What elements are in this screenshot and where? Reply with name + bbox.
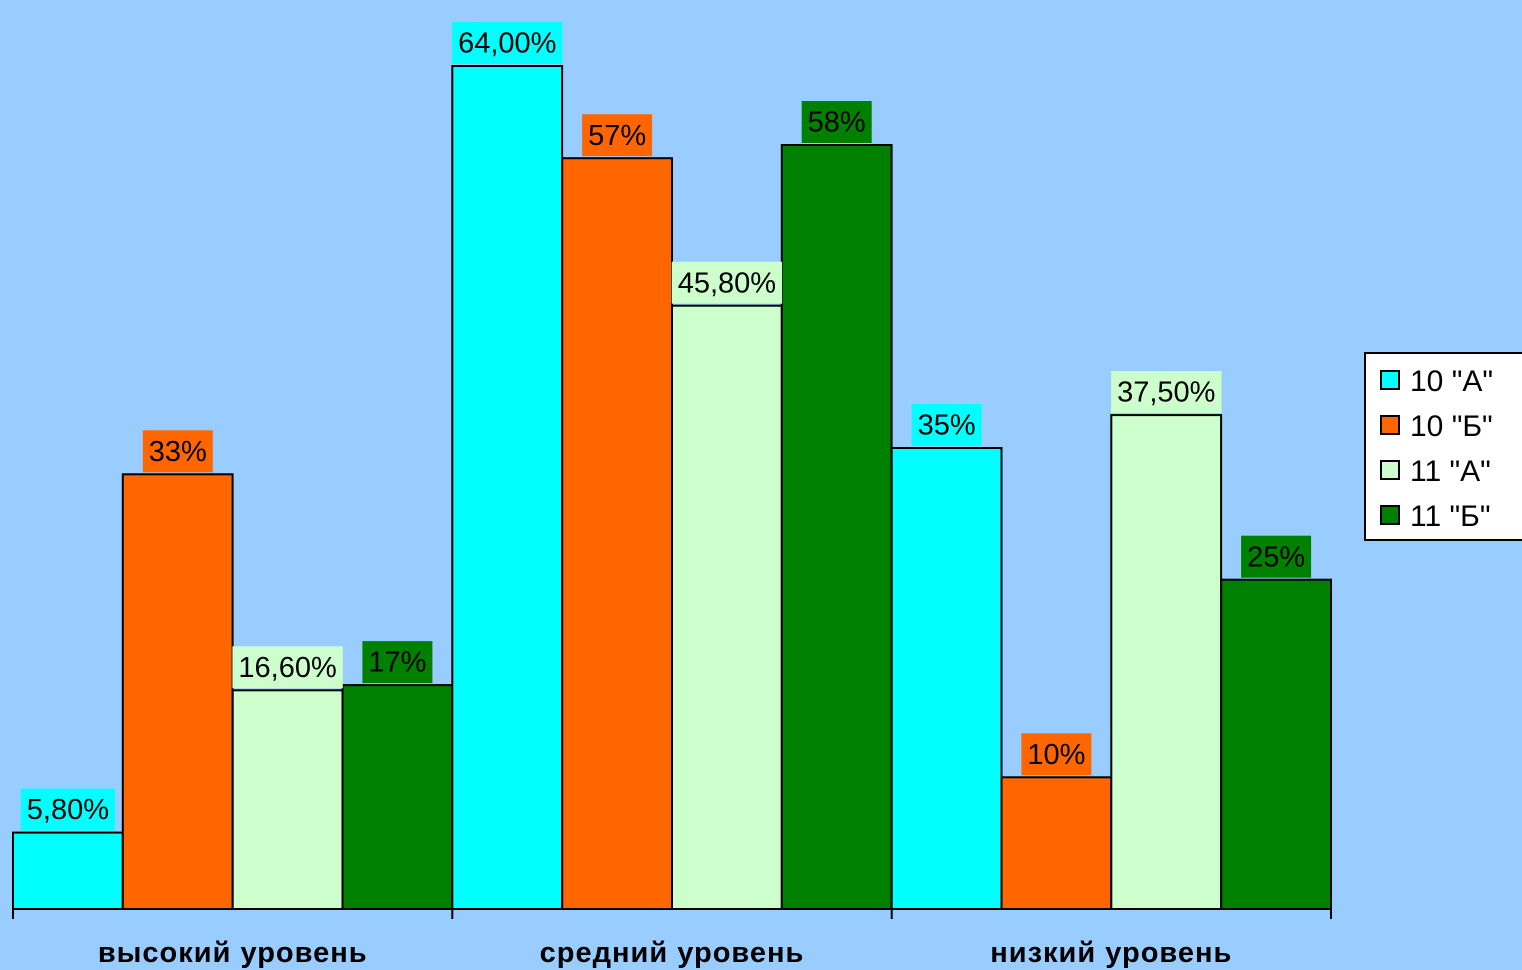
data-label-background [1111,371,1222,414]
data-label-text: 58% [808,107,866,139]
data-label-text: 5,80% [27,794,109,826]
bar-10-а-cat-2 [451,65,564,910]
data-label-background [20,788,115,831]
legend-swatch [1380,370,1400,390]
data-label-11-а-cat-2: 45,80% [671,261,783,304]
data-label-text: 45,80% [678,267,776,299]
bar-10-а-cat-3 [890,447,1003,910]
data-label-text: 16,60% [238,652,336,684]
data-label-text: 33% [149,436,207,468]
category-labels-group: высокий уровень средний уровень низкий уро… [98,937,1232,969]
data-label-background [911,404,982,446]
data-label-11-б-cat-2: 58% [801,101,872,143]
x-tick-label-1: высокий уровень [98,937,368,969]
legend-swatch [1380,505,1400,525]
data-label-text: 17% [368,647,426,679]
bar-10-б-cat-1 [121,473,234,910]
data-label-background [142,430,213,473]
legend-swatch [1380,415,1400,435]
data-label-10-б-cat-2: 57% [582,114,653,157]
data-label-background [801,101,872,143]
data-label-background [232,646,343,689]
data-labels-group: 5,80% 33% 16,60% 17% 64,00% 57% 45,80% 58% 35% 10… [20,22,1312,831]
data-label-background [1021,733,1092,776]
bar-11-а-cat-3 [1110,414,1223,910]
data-label-text: 10% [1027,739,1085,771]
legend-label: 11 "Б" [1410,500,1490,533]
bar-10-б-cat-3 [1000,776,1113,910]
data-label-11-а-cat-3: 37,50% [1111,371,1222,414]
legend-swatch [1380,460,1400,480]
x-tick-label-3: низкий уровень [990,937,1232,969]
bar-11-б-cat-2 [780,144,893,910]
data-label-11-б-cat-3: 25% [1241,535,1312,578]
bar-11-а-cat-1 [231,689,344,910]
data-label-text: 64,00% [458,28,556,60]
bar-10-б-cat-2 [561,157,674,910]
data-label-text: 37,50% [1117,377,1215,409]
data-label-background [582,114,653,157]
data-label-text: 25% [1247,541,1305,573]
data-label-11-а-cat-1: 16,60% [232,646,343,689]
data-label-background [1241,535,1312,578]
x-axis [12,908,1332,919]
legend-item-11-б: 11 "Б" [1380,500,1490,533]
legend: 10 "А" 10 "Б" 11 "А" 11 "Б" [1364,352,1522,541]
legend-label: 10 "Б" [1410,410,1493,443]
data-label-10-б-cat-1: 33% [142,430,213,473]
data-label-10-а-cat-2: 64,00% [452,22,563,64]
legend-item-11-а: 11 "А" [1380,455,1491,488]
data-label-10-б-cat-3: 10% [1021,733,1092,776]
bar-11-б-cat-3 [1220,578,1332,910]
legend-label: 11 "А" [1410,455,1491,488]
data-label-10-а-cat-1: 5,80% [20,788,115,831]
data-label-background [452,22,563,64]
data-label-11-б-cat-1: 17% [362,641,433,684]
bar-10-а-cat-1 [12,831,124,910]
legend-label: 10 "А" [1410,365,1493,398]
bar-11-б-cat-1 [341,684,454,910]
bar-11-а-cat-2 [671,304,783,910]
data-label-10-а-cat-3: 35% [911,404,982,446]
bars-group [12,65,1332,910]
data-label-background [362,641,433,684]
data-label-text: 57% [588,120,646,152]
legend-item-10-б: 10 "Б" [1380,410,1493,443]
data-label-text: 35% [918,410,976,442]
x-tick-label-2: средний уровень [540,937,805,969]
legend-item-10-а: 10 "А" [1380,365,1493,398]
data-label-background [671,261,783,304]
